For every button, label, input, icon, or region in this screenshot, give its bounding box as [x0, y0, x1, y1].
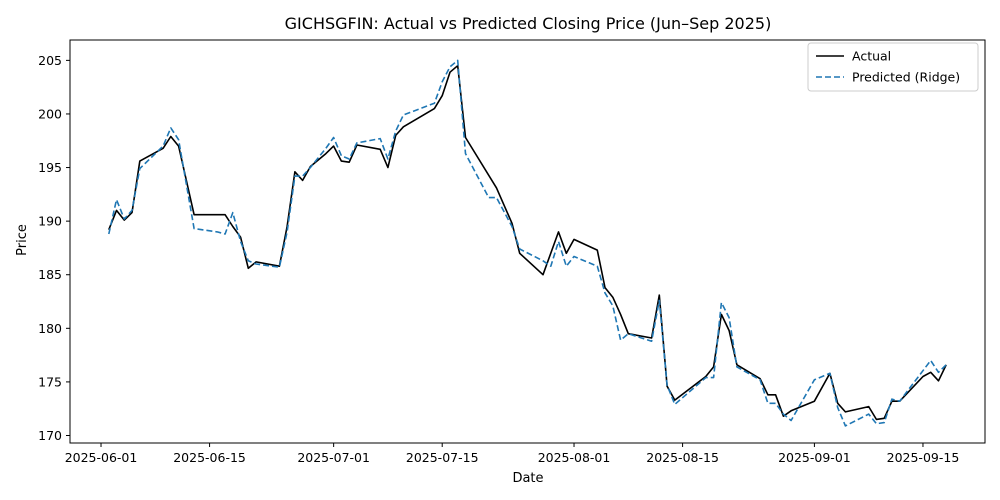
x-axis-label: Date — [512, 471, 543, 486]
legend-box — [807, 42, 979, 92]
x-tick-label: 2025-08-01 — [538, 450, 611, 465]
series-line-actual — [108, 64, 947, 421]
legend-label: Predicted (Ridge) — [852, 70, 960, 85]
y-tick-label: 205 — [38, 53, 62, 68]
y-tick-label: 190 — [38, 214, 62, 229]
x-tick-label: 2025-06-15 — [173, 450, 246, 465]
y-tick-label: 200 — [38, 106, 62, 121]
x-tick-label: 2025-08-15 — [646, 450, 719, 465]
y-tick-label: 195 — [38, 160, 62, 175]
x-tick-label: 2025-09-15 — [887, 450, 960, 465]
legend-label: Actual — [852, 49, 891, 64]
x-tick-label: 2025-07-01 — [297, 450, 370, 465]
y-tick-label: 170 — [38, 428, 62, 443]
axes: 2025-06-01 2025-06-15 2025-07-01 2025-07-15… — [38, 39, 986, 465]
x-tick-label: 2025-09-01 — [778, 450, 851, 465]
series-line-predicted — [108, 59, 947, 427]
x-tick-label: 2025-07-15 — [406, 450, 479, 465]
plot-area — [108, 59, 947, 427]
legend: Actual Predicted (Ridge) — [807, 42, 979, 92]
y-tick-label: 180 — [38, 321, 62, 336]
y-tick-label: 175 — [38, 374, 62, 389]
y-tick-label: 185 — [38, 267, 62, 282]
chart-title: GICHSGFIN: Actual vs Predicted Closing P… — [285, 14, 772, 33]
x-tick-label: 2025-06-01 — [65, 450, 138, 465]
y-axis-label: Price — [15, 224, 30, 256]
axes-frame — [69, 39, 986, 444]
